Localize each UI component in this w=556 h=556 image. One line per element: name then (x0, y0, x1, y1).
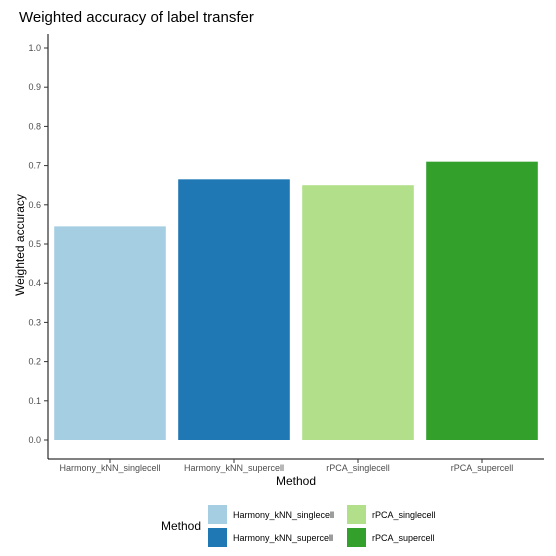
y-tick-label: 0.5 (28, 239, 41, 249)
legend: Method Harmony_kNN_singlecell Harmony_kNN… (161, 505, 436, 547)
y-tick-label: 0.6 (28, 200, 41, 210)
y-tick-label: 0.2 (28, 357, 41, 367)
bars (54, 161, 538, 440)
y-tick-label: 0.8 (28, 121, 41, 131)
y-tick-label: 0.0 (28, 435, 41, 445)
x-axis-ticks: Harmony_kNN_singlecell Harmony_kNN_superc… (59, 459, 513, 473)
bar-Harmony_kNN_singlecell (54, 226, 166, 440)
x-tick-label: Harmony_kNN_singlecell (59, 463, 160, 473)
y-tick-label: 1.0 (28, 43, 41, 53)
legend-label: Harmony_kNN_singlecell (233, 510, 334, 520)
y-axis-title: Weighted accuracy (13, 194, 27, 296)
legend-swatch (208, 505, 227, 524)
legend-title: Method (161, 519, 201, 533)
x-tick-label: rPCA_singlecell (326, 463, 390, 473)
y-tick-label: 0.3 (28, 317, 41, 327)
y-tick-label: 0.1 (28, 396, 41, 406)
x-axis-title: Method (276, 474, 316, 488)
legend-label: rPCA_singlecell (372, 510, 436, 520)
legend-label: Harmony_kNN_supercell (233, 533, 333, 543)
legend-swatch (208, 528, 227, 547)
y-tick-label: 0.7 (28, 161, 41, 171)
legend-swatch (347, 528, 366, 547)
chart-title: Weighted accuracy of label transfer (19, 9, 254, 26)
x-tick-label: rPCA_supercell (451, 463, 514, 473)
x-tick-label: Harmony_kNN_supercell (184, 463, 284, 473)
y-tick-label: 0.4 (28, 278, 41, 288)
bar-Harmony_kNN_supercell (178, 179, 290, 440)
y-axis-ticks: 0.0 0.1 0.2 0.3 0.4 0.5 0.6 0.7 0.8 0.9 1.0 (28, 43, 48, 445)
y-tick-label: 0.9 (28, 82, 41, 92)
bar-rPCA_singlecell (302, 185, 414, 440)
legend-label: rPCA_supercell (372, 533, 435, 543)
legend-swatch (347, 505, 366, 524)
bar-rPCA_supercell (426, 161, 538, 440)
